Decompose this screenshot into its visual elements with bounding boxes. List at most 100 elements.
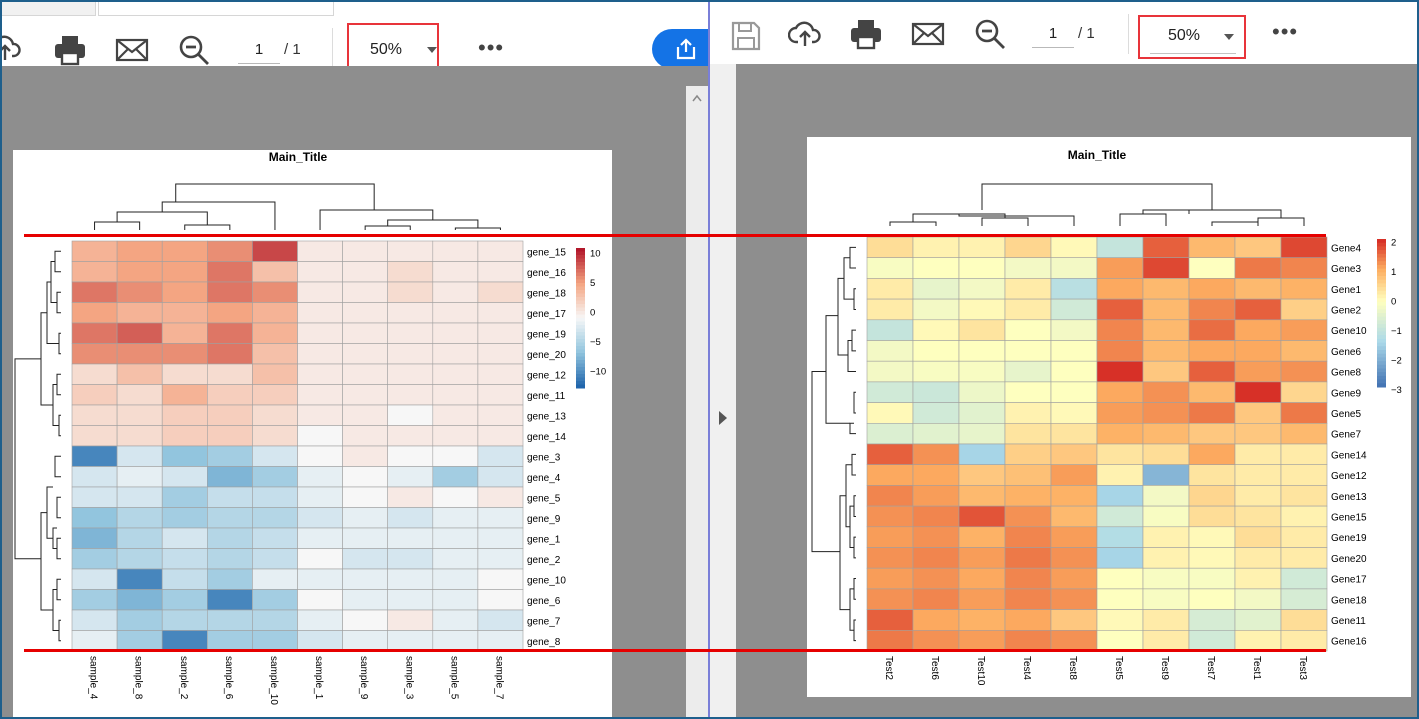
heatmap-cell — [387, 322, 434, 344]
heatmap-cell — [1050, 609, 1098, 631]
heatmap-cell — [1096, 298, 1144, 321]
heatmap-cell — [297, 466, 343, 488]
heatmap-cell — [1096, 422, 1144, 445]
heatmap-cell — [866, 505, 914, 528]
dendrogram-branch — [845, 464, 852, 528]
heatmap-cell — [207, 302, 253, 324]
heatmap-cell — [342, 302, 389, 324]
heatmap-cell — [161, 527, 208, 549]
heatmap-cell — [958, 443, 1006, 466]
heatmap-cell — [1096, 464, 1144, 486]
heatmap-cell — [161, 240, 208, 262]
heatmap-cell — [1142, 609, 1190, 631]
legend-tick-label: 1 — [1391, 267, 1396, 278]
heatmap-cell — [387, 527, 434, 549]
row-label: Gene13 — [1331, 492, 1367, 503]
zoom-select[interactable]: 50% — [1138, 15, 1246, 59]
legend-gradient-step — [1377, 301, 1386, 307]
heatmap-cell — [1280, 402, 1328, 424]
legend-gradient-step — [576, 307, 585, 312]
heatmap-cell — [71, 425, 118, 447]
legend-gradient-step — [576, 290, 585, 294]
heatmap-cell — [1096, 629, 1144, 652]
legend-gradient-step — [576, 314, 585, 319]
save-icon[interactable] — [728, 18, 764, 54]
row-label: Gene12 — [1331, 471, 1367, 482]
side-panel-strip[interactable] — [710, 64, 736, 717]
tab[interactable] — [2, 2, 96, 16]
dendrogram-branch — [50, 261, 57, 303]
heatmap-cell — [1280, 422, 1328, 445]
dendrogram-branch — [851, 453, 856, 476]
left-document-viewport[interactable]: Main_Title gene_15 gene_16 gene_18 gene_17 ge… — [2, 66, 708, 717]
page-total: / 1 — [1078, 25, 1095, 42]
legend-tick-label: 5 — [590, 278, 595, 289]
more-options-button[interactable]: ••• — [1272, 19, 1299, 44]
heatmap-cell — [477, 322, 524, 344]
heatmap-cell — [342, 363, 389, 385]
legend-gradient-step — [576, 374, 585, 378]
legend-gradient-step — [1377, 342, 1386, 347]
heatmap-cell — [958, 526, 1006, 548]
expand-panel-icon[interactable] — [719, 411, 727, 425]
pdf-page-left: Main_Title gene_15 gene_16 gene_18 gene_17 ge… — [13, 150, 612, 717]
heatmap-cell — [1234, 257, 1282, 279]
row-label: gene_4 — [527, 473, 561, 484]
heatmap-cell — [1004, 567, 1052, 590]
print-icon[interactable] — [848, 16, 884, 52]
heatmap-cell — [958, 609, 1006, 631]
scrollbar-track[interactable] — [686, 86, 708, 717]
more-options-button[interactable]: ••• — [478, 35, 505, 60]
heatmap-cell — [387, 630, 434, 652]
heatmap-cell — [1234, 278, 1282, 300]
heatmap-cell — [866, 236, 914, 259]
share-button[interactable] — [652, 29, 708, 69]
chart-title: Main_Title — [269, 150, 328, 164]
zoom-out-icon[interactable] — [972, 16, 1008, 52]
heatmap-cell — [912, 278, 960, 300]
heatmap-cell — [432, 322, 479, 344]
dendrogram-branch — [1257, 217, 1305, 226]
right-document-viewport[interactable]: Main_Title Gene4 Gene3 Gene1 Gene2 Gene10 Gene… — [710, 64, 1417, 717]
print-icon[interactable] — [52, 32, 88, 68]
heatmap-cell — [912, 340, 960, 362]
heatmap-cell — [252, 609, 298, 631]
heatmap-cell — [1188, 402, 1236, 424]
heatmap-cell — [297, 445, 343, 467]
heatmap-cell — [1142, 505, 1190, 528]
heatmap-cell — [866, 629, 914, 652]
tab-active[interactable] — [98, 2, 334, 16]
heatmap-cell — [252, 548, 298, 570]
page-number-input[interactable]: 1 — [238, 36, 280, 64]
heatmap-cell — [1050, 236, 1098, 259]
page-number-input[interactable]: 1 — [1032, 20, 1074, 48]
legend-gradient-step — [576, 311, 585, 315]
heatmap-cell — [71, 322, 118, 344]
upload-cloud-icon[interactable] — [2, 30, 24, 66]
legend-gradient-step — [1377, 253, 1386, 258]
heatmap-cell — [1234, 505, 1282, 528]
heatmap-cell — [1142, 402, 1190, 424]
heatmap-cell — [116, 363, 163, 385]
legend-gradient-step — [576, 272, 585, 277]
mail-icon[interactable] — [910, 16, 946, 52]
mail-icon[interactable] — [114, 32, 150, 68]
row-label: Gene7 — [1331, 430, 1361, 441]
row-label: gene_15 — [527, 247, 566, 258]
heatmap-cell — [71, 363, 118, 385]
heatmap-cell — [387, 609, 434, 631]
heatmap-cell — [1050, 443, 1098, 466]
heatmap-cell — [912, 381, 960, 403]
heatmap-cell — [1142, 547, 1190, 569]
dendrogram-branch — [837, 277, 848, 356]
scroll-up-icon[interactable] — [692, 94, 702, 102]
heatmap-cell — [1234, 588, 1282, 610]
heatmap-cell — [866, 547, 914, 569]
legend-gradient-step — [1377, 268, 1386, 273]
legend-gradient-step — [1377, 242, 1386, 247]
row-label: Gene18 — [1331, 595, 1367, 606]
legend-tick-label: 10 — [590, 249, 601, 260]
zoom-out-icon[interactable] — [176, 32, 212, 68]
upload-cloud-icon[interactable] — [788, 16, 824, 52]
row-label: Gene2 — [1331, 305, 1361, 316]
